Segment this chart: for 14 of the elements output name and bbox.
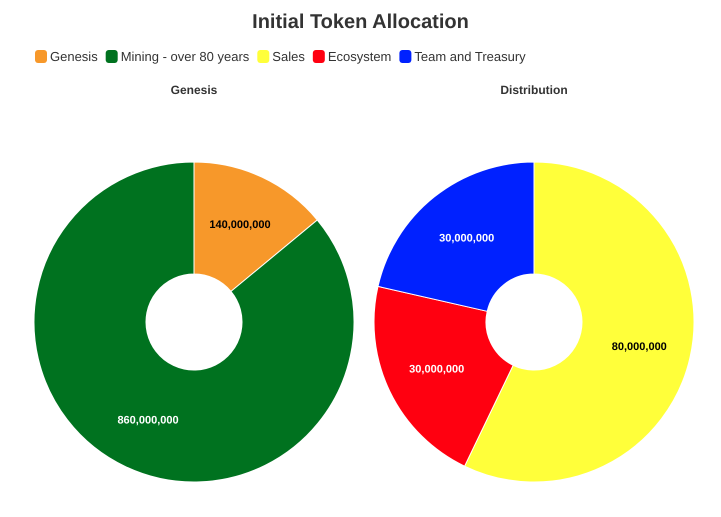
data-label: 30,000,000 [409,364,464,376]
text: Initial Token Allocation [252,11,469,33]
data-label: 140,000,000 [209,219,271,232]
data-label: 30,000,000 [439,232,494,244]
legend-label: Genesis [50,49,98,64]
text: Distribution [500,83,568,97]
legend-label: Ecosystem [328,49,392,64]
legend-label: Team and Treasury [414,49,526,64]
legend-label: Mining - over 80 years [120,49,250,64]
data-label: 80,000,000 [612,340,667,353]
text: Genesis [170,83,218,97]
legend-label: Sales [272,49,306,64]
data-label: 860,000,000 [117,414,179,427]
donut-slice [34,162,354,482]
